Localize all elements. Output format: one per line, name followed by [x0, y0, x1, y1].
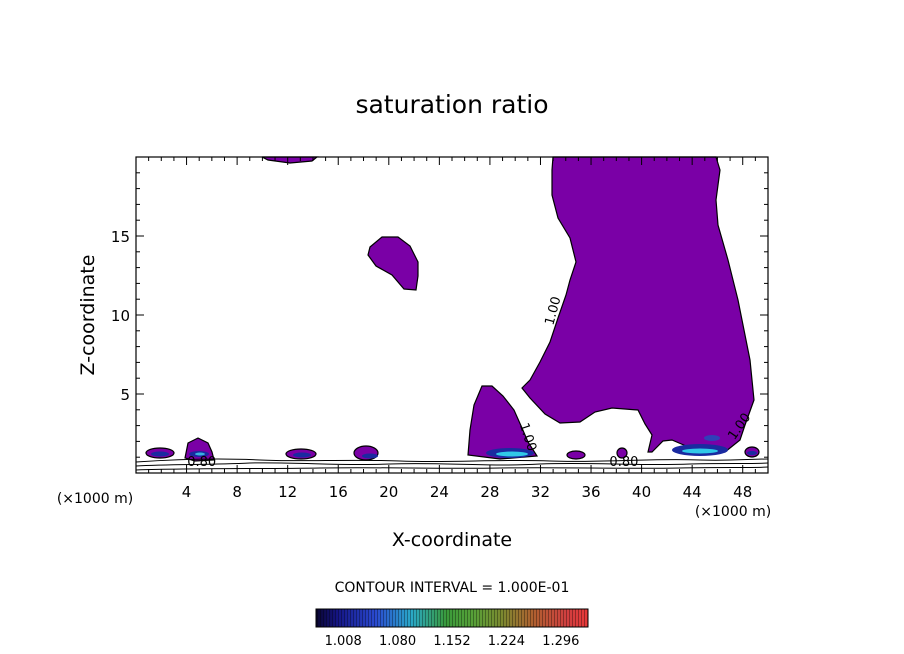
x-tick-label: 36 — [581, 483, 600, 501]
x-tick-label: 8 — [232, 483, 242, 501]
pocket-cyan — [195, 452, 205, 456]
x-tick-label: 12 — [278, 483, 297, 501]
region-low-cell — [566, 450, 586, 460]
contour-line — [135, 458, 769, 463]
y-axis-label: Z-coordinate — [77, 255, 99, 376]
pocket-blue — [704, 435, 720, 441]
contour-label: 0.80 — [609, 455, 638, 470]
x-tick-label: 28 — [480, 483, 499, 501]
x-tick-label: 24 — [430, 483, 449, 501]
x-tick-label: 44 — [683, 483, 702, 501]
x-tick-label: 4 — [182, 483, 192, 501]
supersaturated-regions — [145, 156, 760, 462]
chart-title: saturation ratio — [355, 90, 548, 119]
x-unit-right: (×1000 m) — [695, 504, 771, 520]
colorbar-label: 1.296 — [542, 634, 579, 649]
contour-label: 0.80 — [187, 455, 216, 470]
pocket-blue — [362, 453, 378, 459]
axis-ticks — [136, 157, 768, 473]
y-tick-label: 15 — [111, 228, 130, 246]
colorbar-label: 1.080 — [379, 634, 416, 649]
y-tick-label: 10 — [111, 307, 130, 325]
region-low-cell — [616, 447, 628, 459]
contour-label: 1.00 — [543, 295, 565, 327]
region-large-tower — [521, 156, 755, 453]
colorbar-label: 1.224 — [488, 634, 525, 649]
x-tick-label: 20 — [379, 483, 398, 501]
x-tick-label: 48 — [733, 483, 752, 501]
pocket-blue — [151, 451, 169, 457]
region-small-tower — [467, 385, 539, 460]
region-floating-blob — [367, 236, 419, 291]
x-axis-label: X-coordinate — [392, 529, 512, 551]
pocket-cyan — [682, 448, 718, 454]
pocket-cyan — [496, 451, 528, 457]
x-tick-label: 32 — [531, 483, 550, 501]
colorbar — [315, 608, 589, 628]
contour-line — [135, 462, 769, 467]
contour-interval: CONTOUR INTERVAL = 1.000E-01 — [335, 580, 570, 596]
colorbar-label: 1.008 — [325, 634, 362, 649]
high-saturation-pockets — [151, 435, 757, 459]
pocket-blue — [747, 451, 757, 455]
x-tick-label: 16 — [329, 483, 348, 501]
colorbar-labels: 1.008 1.080 1.152 1.224 1.296 — [325, 634, 580, 649]
surface-contour-lines — [135, 458, 769, 471]
colorbar-label: 1.152 — [433, 634, 470, 649]
x-unit-left: (×1000 m) — [57, 491, 133, 507]
pocket-blue — [293, 452, 311, 458]
y-tick-label: 5 — [120, 386, 130, 404]
region-top-cap — [261, 156, 319, 164]
x-tick-label: 40 — [632, 483, 651, 501]
